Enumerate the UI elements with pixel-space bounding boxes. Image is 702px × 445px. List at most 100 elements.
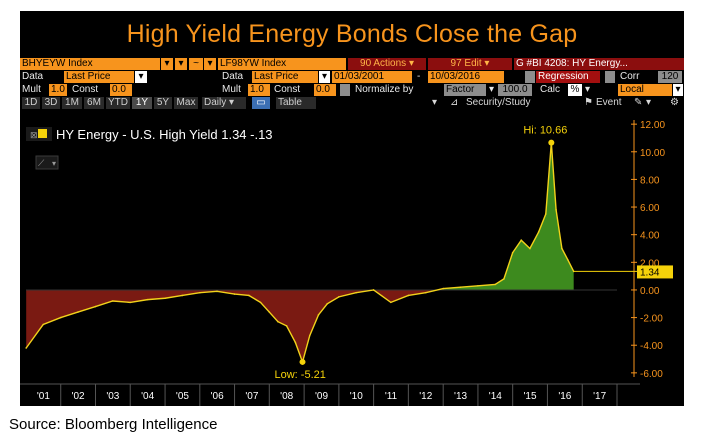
period-1d[interactable]: 1D bbox=[22, 97, 40, 109]
data-point bbox=[285, 325, 288, 327]
event-button[interactable]: Event bbox=[596, 97, 622, 108]
x-tick-label: '13 bbox=[454, 391, 467, 402]
edit-pencil-icon[interactable]: ✎ bbox=[634, 97, 643, 108]
date-from-field[interactable]: 01/03/2001 bbox=[332, 71, 412, 83]
ticker2-field[interactable]: LF98YW Index bbox=[218, 58, 346, 70]
line-chart-icon[interactable]: ⊿ bbox=[450, 97, 459, 108]
ticker1-dropdown-icon-2[interactable]: ▾ bbox=[175, 58, 187, 70]
x-tick-label: '09 bbox=[315, 391, 328, 402]
frequency-label: Daily bbox=[204, 97, 227, 108]
ticker2-dropdown-icon[interactable]: ▾ bbox=[204, 58, 216, 70]
normalize-checkbox[interactable] bbox=[340, 84, 350, 96]
data-point bbox=[511, 251, 514, 254]
date-separator: - bbox=[417, 71, 421, 82]
edit-menu[interactable]: 97 Edit ▾ bbox=[428, 58, 512, 70]
data-point bbox=[248, 294, 250, 297]
data-point bbox=[442, 287, 444, 290]
x-tick-label: '15 bbox=[524, 391, 537, 402]
factor-dropdown-icon[interactable]: ▾ bbox=[489, 84, 495, 95]
security-study-dropdown-icon[interactable]: ▾ bbox=[432, 97, 438, 108]
currency-dropdown-icon[interactable]: ▾ bbox=[673, 84, 683, 96]
data-point bbox=[407, 294, 410, 297]
data-label: Data bbox=[22, 71, 44, 82]
ticker1-dropdown-icon[interactable]: ▾ bbox=[161, 58, 173, 70]
edit-label: 97 Edit bbox=[450, 58, 482, 69]
swap-icon[interactable]: ~ bbox=[189, 58, 203, 70]
period-ytd[interactable]: YTD bbox=[106, 97, 130, 109]
chart-type-icon[interactable]: ▭ bbox=[252, 97, 270, 109]
last-value-badge bbox=[637, 265, 673, 279]
const-field[interactable]: 0.0 bbox=[110, 84, 132, 96]
regression-checkbox[interactable] bbox=[525, 71, 535, 83]
toolbar-row-3: Mult 1.0 Const 0.0 Mult 1.0 Const 0.0 No… bbox=[20, 84, 684, 97]
data-point bbox=[77, 311, 79, 313]
data-point bbox=[146, 298, 149, 301]
y-axis: 12.00 10.00 8.00 6.00 4.00 2.00 0.00 -2.00 -4.00… bbox=[573, 120, 673, 380]
event-flag-icon[interactable]: ⚑ bbox=[584, 97, 593, 108]
data-point bbox=[181, 294, 184, 297]
calc-select[interactable]: % bbox=[568, 84, 582, 96]
ticker1-field[interactable]: BHYEYW Index bbox=[20, 58, 160, 70]
data2-label: Data bbox=[222, 71, 244, 82]
period-6m[interactable]: 6M bbox=[84, 97, 104, 109]
y-tick-label: -4.00 bbox=[640, 341, 663, 352]
date-to-field[interactable]: 10/03/2016 bbox=[428, 71, 504, 83]
low-marker bbox=[299, 358, 306, 365]
data-point bbox=[216, 290, 218, 293]
data-point bbox=[561, 247, 563, 250]
frequency-select[interactable]: Daily ▾ bbox=[202, 97, 246, 109]
const2-field[interactable]: 0.0 bbox=[314, 84, 336, 96]
factor-number[interactable]: 100.0 bbox=[498, 84, 532, 96]
toolbar-row-4: 1D 3D 1M 6M YTD 1Y 5Y Max Daily ▾ ▭ Tabl… bbox=[20, 97, 684, 111]
data-point bbox=[494, 283, 496, 286]
currency-select[interactable]: Local bbox=[618, 84, 672, 96]
graph-name[interactable]: G #BI 4208: HY Energy... bbox=[514, 58, 684, 70]
data-point bbox=[294, 341, 297, 344]
edit-dropdown-icon[interactable]: ▾ bbox=[646, 97, 652, 108]
y-tick-label: 8.00 bbox=[640, 175, 660, 186]
period-3d[interactable]: 3D bbox=[42, 97, 60, 109]
data-dropdown-icon[interactable]: ▾ bbox=[135, 71, 147, 83]
data-point bbox=[164, 297, 166, 300]
x-tick-label: '12 bbox=[419, 391, 432, 402]
x-tick-label: '06 bbox=[211, 391, 224, 402]
data-point bbox=[25, 347, 27, 349]
period-1y-selected[interactable]: 1Y bbox=[132, 97, 152, 109]
corr-value[interactable]: 120 bbox=[658, 71, 682, 83]
mini-chart-icon[interactable]: ⟋ bbox=[38, 158, 45, 168]
legend-chart-button[interactable] bbox=[35, 155, 59, 170]
period-1m[interactable]: 1M bbox=[62, 97, 82, 109]
mult-field[interactable]: 1.0 bbox=[49, 84, 67, 96]
period-5y[interactable]: 5Y bbox=[154, 97, 172, 109]
data-point bbox=[42, 323, 45, 326]
mult2-field[interactable]: 1.0 bbox=[248, 84, 270, 96]
x-tick-label: '08 bbox=[280, 391, 293, 402]
data-point bbox=[277, 320, 279, 323]
y-tick-label: 6.00 bbox=[640, 203, 660, 214]
calc-dropdown-icon[interactable]: ▾ bbox=[585, 84, 591, 95]
data-point bbox=[268, 311, 271, 313]
data-point bbox=[477, 285, 479, 287]
period-max[interactable]: Max bbox=[174, 97, 198, 109]
actions-menu[interactable]: 90 Actions ▾ bbox=[348, 58, 426, 70]
data-point bbox=[199, 291, 201, 294]
data-point bbox=[59, 316, 62, 319]
settings-gear-icon[interactable]: ⚙ bbox=[670, 97, 679, 108]
legend-swatch bbox=[38, 129, 47, 138]
data2-dropdown-icon[interactable]: ▾ bbox=[319, 71, 330, 83]
mini-chart-dropdown-icon[interactable]: ▾ bbox=[52, 159, 56, 168]
y-tick-label: 2.00 bbox=[640, 258, 660, 269]
low-annotation: Low: -5.21 bbox=[275, 369, 326, 381]
table-button[interactable]: Table bbox=[276, 97, 316, 109]
x-tick-label: '16 bbox=[558, 391, 571, 402]
security-study-button[interactable]: Security/Study bbox=[466, 97, 531, 108]
mult2-label: Mult bbox=[222, 84, 241, 95]
data-point bbox=[537, 231, 540, 233]
data2-select[interactable]: Last Price bbox=[252, 71, 318, 83]
factor-select[interactable]: Factor bbox=[444, 84, 486, 96]
data-select[interactable]: Last Price bbox=[64, 71, 134, 83]
legend-toggle-icon[interactable]: ⊠ bbox=[30, 130, 38, 140]
corr-checkbox[interactable] bbox=[605, 71, 615, 83]
data-point bbox=[94, 305, 97, 308]
data-point bbox=[355, 291, 357, 294]
